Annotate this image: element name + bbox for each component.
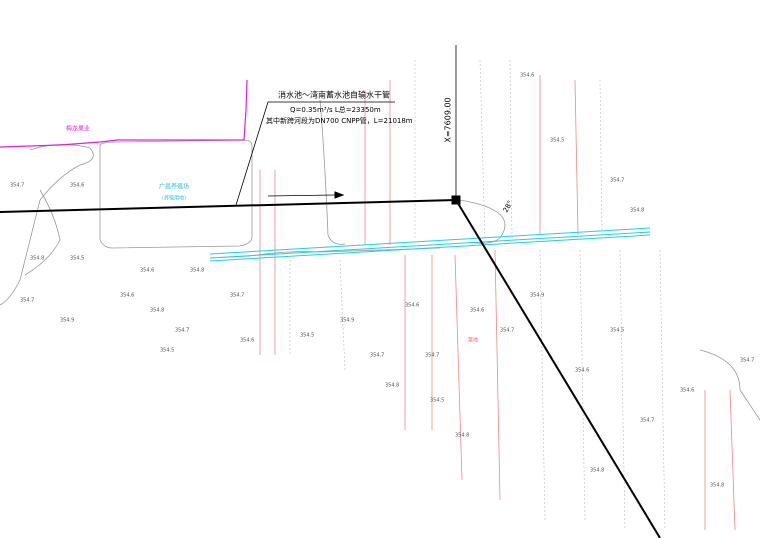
elevation: 354.5	[160, 348, 174, 354]
elevation: 354.8	[150, 308, 164, 314]
elevation: 354.6	[140, 268, 154, 274]
elevation: 354.7	[610, 178, 624, 184]
elevation-points: 354.7 354.6 354.8 354.5 354.7 354.9 354.6 354.8…	[10, 73, 754, 489]
elevation: 354.7	[640, 418, 654, 424]
elevation: 354.7	[20, 298, 34, 304]
elevation: 354.8	[455, 433, 469, 439]
elevation: 354.9	[340, 318, 354, 324]
elevation: 354.7	[425, 353, 439, 359]
note-line: 其中新跨河段为DN700 CNPP管，L=21018m	[266, 116, 413, 125]
elevation: 354.5	[550, 138, 564, 144]
elevation: 354.6	[680, 388, 694, 394]
boundary	[0, 79, 248, 148]
elevation: 354.6	[520, 73, 534, 79]
elevation: 354.5	[430, 398, 444, 404]
elevation: 354.8	[590, 468, 604, 474]
elevation: 354.5	[300, 333, 314, 339]
outlines	[0, 99, 760, 421]
elevation: 354.7	[740, 358, 754, 364]
elevation: 354.7	[370, 353, 384, 359]
coordinate: X=7609.00	[444, 97, 453, 142]
elevation: 354.9	[530, 293, 544, 299]
road	[209, 227, 651, 262]
elevation: 354.6	[470, 308, 484, 314]
area-label: (养殖用地)	[162, 195, 186, 202]
elevation: 354.6	[575, 368, 589, 374]
note-line: Q=0.35m³/s L总=23350m	[290, 105, 381, 114]
area-label: 梅龙果业	[66, 125, 90, 133]
elevation: 354.8	[630, 208, 644, 214]
elevation: 354.8	[710, 483, 724, 489]
elevation: 354.6	[240, 338, 254, 344]
grid-dashes	[289, 59, 666, 531]
elevation: 354.8	[385, 383, 399, 389]
elevation: 354.7	[230, 293, 244, 299]
field-lines	[259, 75, 736, 531]
elevation: 354.6	[120, 293, 134, 299]
elevation: 354.7	[10, 183, 24, 189]
elevation: 354.6	[70, 183, 84, 189]
elevation: 354.5	[610, 328, 624, 334]
pipeline	[0, 45, 661, 538]
angle-label: 28°	[502, 199, 515, 214]
elevation: 354.6	[405, 303, 419, 309]
note-title: 消水池～湾南蓄水池自输水干管	[278, 90, 390, 100]
elevation: 354.5	[70, 256, 84, 262]
area-label: 广昌养殖场	[159, 183, 189, 191]
elevation: 354.9	[60, 318, 74, 324]
elevation: 354.7	[500, 328, 514, 334]
elevation: 354.7	[175, 328, 189, 334]
elevation: 354.8	[190, 268, 204, 274]
area-label: 菜地	[468, 337, 478, 344]
elevation: 354.8	[30, 256, 44, 262]
